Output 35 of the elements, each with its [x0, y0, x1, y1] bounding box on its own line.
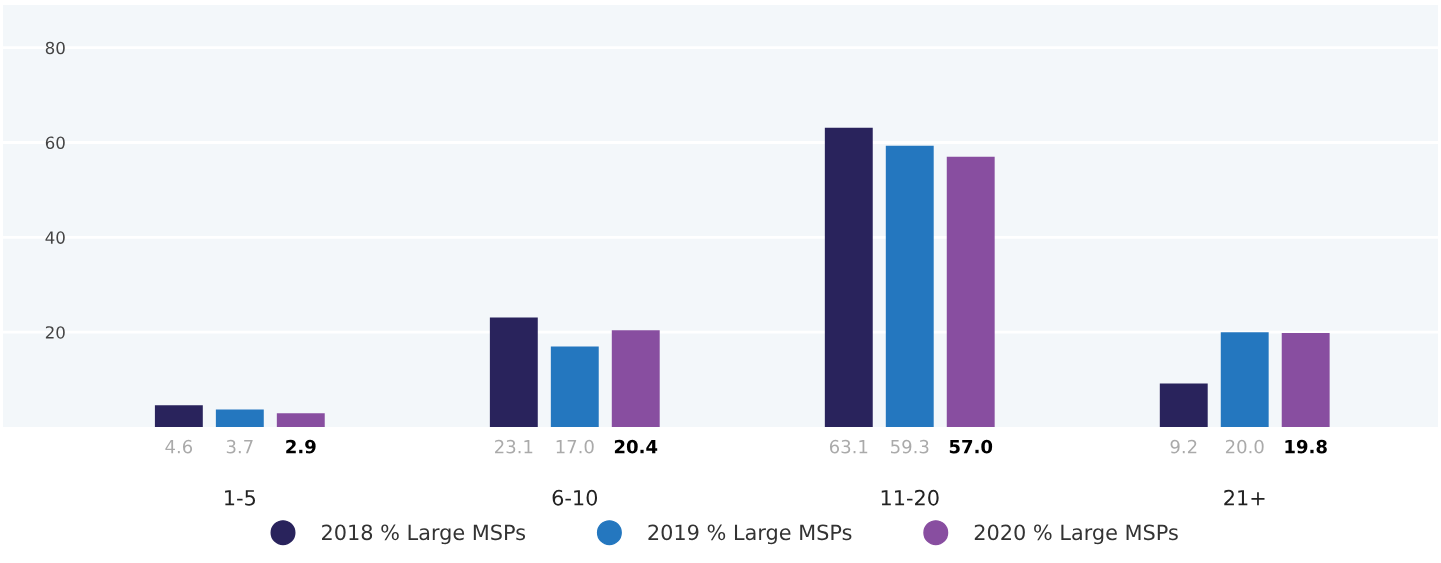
y-tick-label: 20 [45, 326, 65, 339]
bar [1159, 383, 1208, 427]
text: 59.3 [891, 439, 929, 454]
text: 3.7 [226, 439, 253, 454]
text: 63.1 [829, 439, 868, 454]
bar [215, 409, 264, 427]
bar [885, 145, 934, 427]
bar [1281, 333, 1330, 427]
legend-label: 2018 % Large MSPs [322, 524, 526, 545]
y-tick-label: 40 [45, 231, 65, 244]
x-tick-label: 1-5 [225, 490, 256, 506]
bar [824, 127, 873, 427]
bar [1220, 332, 1269, 427]
text: 20.0 [1225, 439, 1264, 454]
bar [276, 413, 325, 427]
text: 9.2 [1170, 439, 1197, 454]
text: 20.4 [614, 439, 658, 454]
text: 2.9 [286, 439, 316, 454]
y-tick-label: 80 [45, 41, 65, 55]
y-tick-label: 60 [45, 136, 65, 150]
bar [489, 317, 538, 427]
text: 4.6 [165, 439, 193, 454]
x-tick-label: 6-10 [552, 489, 598, 506]
bar [550, 346, 599, 427]
text: 19.8 [1285, 439, 1327, 454]
bar [946, 156, 995, 427]
legend-label: 2020 % Large MSPs [974, 524, 1178, 545]
bar [611, 330, 660, 427]
legend-label: 2019 % Large MSPs [648, 524, 852, 545]
text: 17.0 [556, 439, 594, 454]
x-tick-label: 21+ [1224, 489, 1265, 506]
text: 23.1 [495, 439, 533, 454]
bar [154, 405, 203, 427]
text: 57.0 [949, 439, 993, 454]
x-tick-label: 11-20 [881, 489, 939, 506]
